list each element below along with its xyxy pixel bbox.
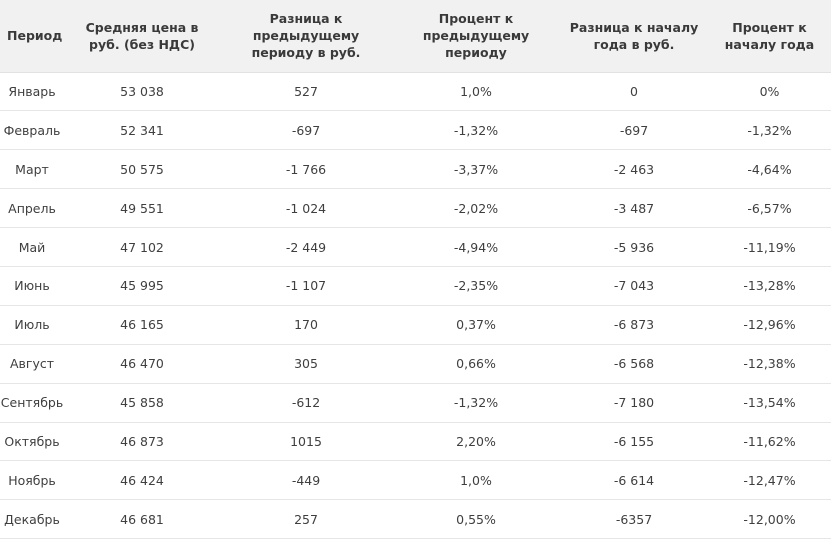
cell-diff-prev: -449 xyxy=(220,460,392,501)
cell-diff-prev: 170 xyxy=(220,305,392,345)
cell-pct-prev: -1,32% xyxy=(392,383,560,423)
cell-pct-year-start: -12,00% xyxy=(708,499,831,540)
cell-pct-prev: 0,37% xyxy=(392,305,560,345)
cell-pct-year-start: -11,62% xyxy=(708,422,831,462)
cell-pct-prev: -2,35% xyxy=(392,266,560,306)
header-avg-price: Средняя цена в руб. (без НДС) xyxy=(64,0,220,73)
cell-diff-year-start: -6 155 xyxy=(560,422,708,462)
table-row: Июль 46 165 170 0,37% -6 873 -12,96% xyxy=(0,305,831,345)
cell-avg-price: 46 165 xyxy=(64,305,220,345)
cell-avg-price: 45 858 xyxy=(64,383,220,423)
cell-diff-year-start: -5 936 xyxy=(560,227,708,267)
cell-diff-prev: -2 449 xyxy=(220,227,392,267)
cell-diff-year-start: -7 043 xyxy=(560,266,708,306)
cell-diff-prev: 257 xyxy=(220,499,392,540)
cell-avg-price: 46 873 xyxy=(64,422,220,462)
cell-diff-year-start: -697 xyxy=(560,110,708,151)
cell-avg-price: 52 341 xyxy=(64,110,220,151)
cell-avg-price: 53 038 xyxy=(64,72,220,112)
header-diff-prev: Разница к предыдущему периоду в руб. xyxy=(220,0,392,73)
cell-pct-prev: -1,32% xyxy=(392,110,560,151)
cell-period: Июнь xyxy=(0,266,64,306)
cell-diff-prev: -1 107 xyxy=(220,266,392,306)
cell-pct-year-start: 0% xyxy=(708,72,831,112)
cell-pct-prev: 0,66% xyxy=(392,344,560,384)
cell-pct-prev: 0,55% xyxy=(392,499,560,540)
cell-diff-prev: -1 024 xyxy=(220,188,392,229)
cell-period: Ноябрь xyxy=(0,460,64,501)
cell-pct-prev: 1,0% xyxy=(392,72,560,112)
cell-period: Январь xyxy=(0,72,64,112)
cell-pct-year-start: -12,96% xyxy=(708,305,831,345)
cell-avg-price: 46 681 xyxy=(64,499,220,540)
cell-diff-year-start: -6 873 xyxy=(560,305,708,345)
table-row: Февраль 52 341 -697 -1,32% -697 -1,32% xyxy=(0,110,831,151)
cell-period: Август xyxy=(0,344,64,384)
table-header: Период Средняя цена в руб. (без НДС) Раз… xyxy=(0,0,831,73)
table-row: Январь 53 038 527 1,0% 0 0% xyxy=(0,72,831,112)
cell-diff-prev: 1015 xyxy=(220,422,392,462)
table-body: Январь 53 038 527 1,0% 0 0% Февраль 52 341 -697-… xyxy=(0,72,831,540)
cell-period: Июль xyxy=(0,305,64,345)
cell-period: Март xyxy=(0,149,64,190)
cell-period: Февраль xyxy=(0,110,64,151)
cell-period: Апрель xyxy=(0,188,64,229)
cell-avg-price: 49 551 xyxy=(64,188,220,229)
cell-avg-price: 46 424 xyxy=(64,460,220,501)
cell-pct-prev: -4,94% xyxy=(392,227,560,267)
cell-avg-price: 47 102 xyxy=(64,227,220,267)
cell-diff-year-start: 0 xyxy=(560,72,708,112)
cell-pct-year-start: -12,47% xyxy=(708,460,831,501)
cell-period: Сентябрь xyxy=(0,383,64,423)
cell-diff-year-start: -2 463 xyxy=(560,149,708,190)
cell-pct-year-start: -6,57% xyxy=(708,188,831,229)
table-row: Сентябрь 45 858 -612 -1,32% -7 180 -13,54% xyxy=(0,383,831,423)
header-pct-prev: Процент к предыдущему периоду xyxy=(392,0,560,73)
table-row: Июнь 45 995 -1 107 -2,35% -7 043 -13,28% xyxy=(0,266,831,306)
table-row: Декабрь 46 681 257 0,55% -6357 -12,00% xyxy=(0,499,831,540)
cell-pct-year-start: -4,64% xyxy=(708,149,831,190)
table-row: Март 50 575 -1 766 -3,37% -2 463 -4,64% xyxy=(0,149,831,190)
cell-diff-prev: -612 xyxy=(220,383,392,423)
cell-diff-prev: 527 xyxy=(220,72,392,112)
cell-period: Октябрь xyxy=(0,422,64,462)
cell-diff-year-start: -6 614 xyxy=(560,460,708,501)
cell-pct-prev: 1,0% xyxy=(392,460,560,501)
cell-avg-price: 46 470 xyxy=(64,344,220,384)
cell-avg-price: 50 575 xyxy=(64,149,220,190)
table-row: Август 46 470 305 0,66% -6 568 -12,38% xyxy=(0,344,831,384)
cell-pct-prev: -2,02% xyxy=(392,188,560,229)
cell-pct-year-start: -13,54% xyxy=(708,383,831,423)
cell-period: Май xyxy=(0,227,64,267)
cell-diff-prev: -1 766 xyxy=(220,149,392,190)
cell-diff-year-start: -7 180 xyxy=(560,383,708,423)
header-period: Период xyxy=(0,0,64,73)
cell-pct-year-start: -11,19% xyxy=(708,227,831,267)
cell-diff-prev: -697 xyxy=(220,110,392,151)
cell-pct-prev: 2,20% xyxy=(392,422,560,462)
cell-diff-year-start: -6 568 xyxy=(560,344,708,384)
header-pct-year-start: Процент к началу года xyxy=(708,0,831,73)
header-row: Период Средняя цена в руб. (без НДС) Раз… xyxy=(0,0,831,73)
cell-avg-price: 45 995 xyxy=(64,266,220,306)
table-row: Май 47 102 -2 449 -4,94% -5 936 -11,19% xyxy=(0,227,831,267)
cell-diff-year-start: -6357 xyxy=(560,499,708,540)
cell-diff-year-start: -3 487 xyxy=(560,188,708,229)
cell-pct-year-start: -12,38% xyxy=(708,344,831,384)
table-row: Ноябрь 46 424 -449 1,0% -6 614 -12,47% xyxy=(0,460,831,501)
cell-pct-prev: -3,37% xyxy=(392,149,560,190)
cell-period: Декабрь xyxy=(0,499,64,540)
table-row: Октябрь 46 873 1015 2,20% -6 155 -11,62% xyxy=(0,422,831,462)
cell-pct-year-start: -13,28% xyxy=(708,266,831,306)
table-row: Апрель 49 551 -1 024 -2,02% -3 487 -6,57% xyxy=(0,188,831,229)
cell-diff-prev: 305 xyxy=(220,344,392,384)
cell-pct-year-start: -1,32% xyxy=(708,110,831,151)
header-diff-year-start: Разница к началу года в руб. xyxy=(560,0,708,73)
